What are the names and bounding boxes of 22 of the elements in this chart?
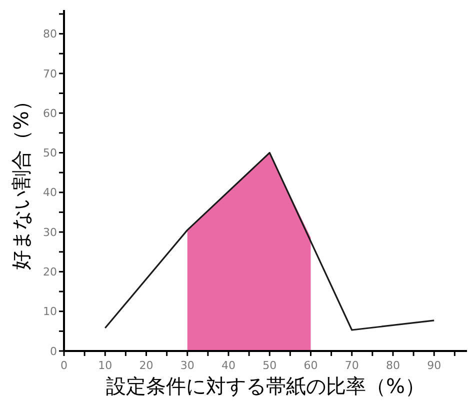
line-series xyxy=(104,152,435,331)
y-tick-label: 10 xyxy=(43,305,57,318)
y-tick-label: 60 xyxy=(43,106,57,120)
x-tick-label: 20 xyxy=(139,359,154,372)
x-tick-label: 40 xyxy=(221,359,236,372)
x-tick-label: 0 xyxy=(60,359,68,372)
y-tick-label: 30 xyxy=(43,226,57,239)
y-tick-label: 50 xyxy=(43,146,57,160)
y-tick-label: 80 xyxy=(43,28,57,41)
x-tick-label: 90 xyxy=(427,359,442,372)
y-tick-label: 0 xyxy=(50,344,57,358)
x-tick-label: 30 xyxy=(180,359,194,372)
x-tick-label: 70 xyxy=(344,359,359,372)
y-tick-label: 40 xyxy=(43,186,57,200)
x-tick-label: 60 xyxy=(304,359,318,372)
x-tick-label: 50 xyxy=(262,359,277,372)
x-axis-title: 設定条件に対する帯紙の比率（%） xyxy=(106,374,426,398)
y-tick-label: 20 xyxy=(43,266,57,279)
x-tick-label: 10 xyxy=(98,359,112,372)
y-axis-title: 好まない割合（%） xyxy=(9,90,33,270)
x-tick-label: 80 xyxy=(386,359,400,372)
y-tick-label: 70 xyxy=(43,67,57,80)
